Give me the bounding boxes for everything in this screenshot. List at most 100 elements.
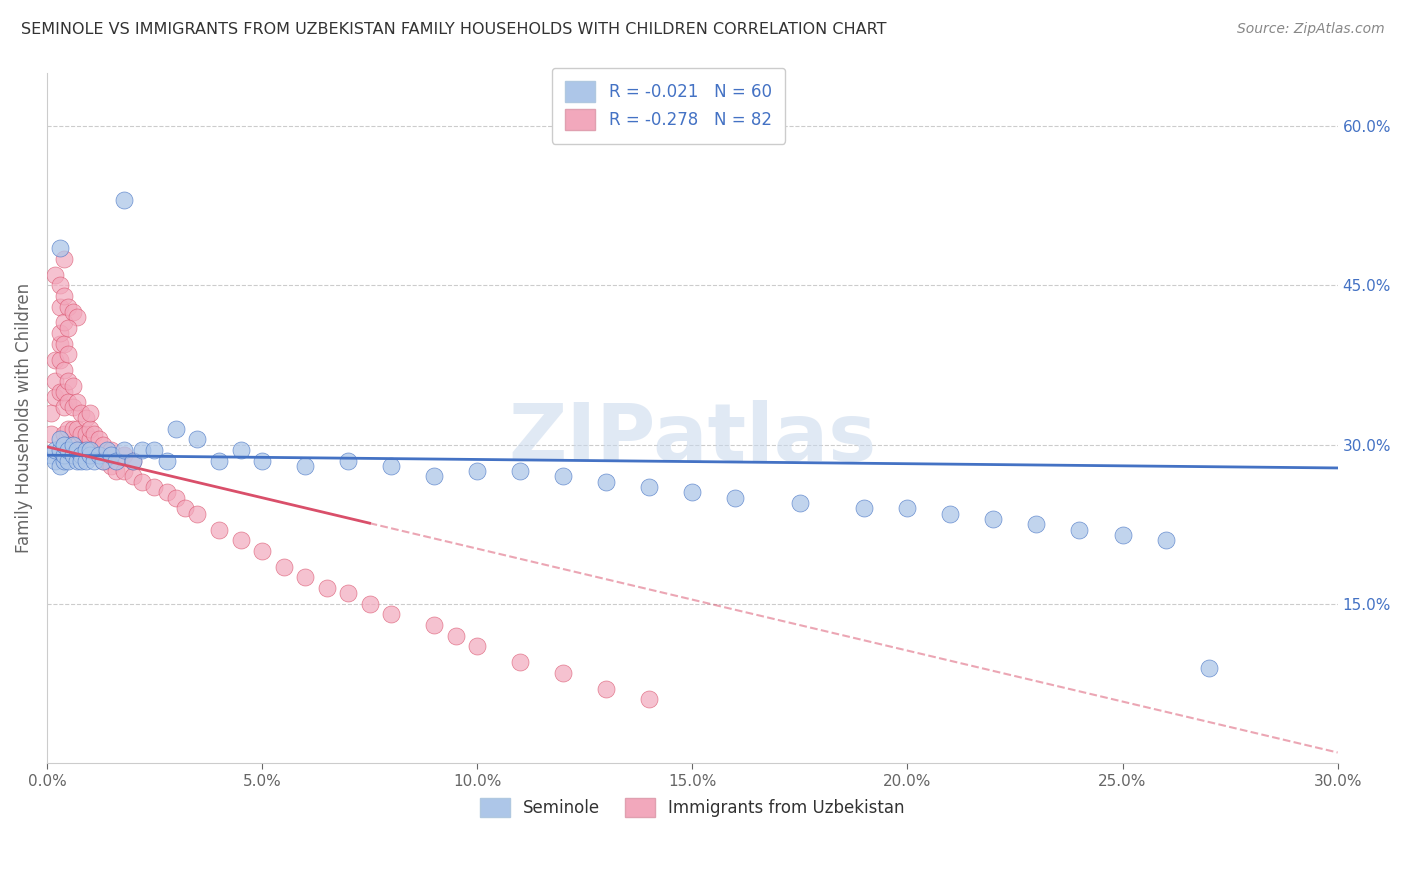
Point (91, 453, 114, 467)
Point (983, 512, 1005, 526)
Point (53, 252, 76, 266)
Point (62, 448, 84, 462)
Point (79, 406, 101, 420)
Point (62, 305, 84, 319)
Point (79, 432, 101, 446)
Point (96, 442, 118, 457)
Point (122, 469, 145, 483)
Point (156, 453, 179, 467)
Point (44, 352, 66, 367)
Point (70, 406, 93, 420)
Point (83, 427, 105, 442)
Point (87, 448, 110, 462)
Point (49, 442, 72, 457)
Point (87, 432, 110, 446)
Point (380, 607, 402, 622)
Point (75, 442, 97, 457)
Point (79, 448, 101, 462)
Point (208, 453, 231, 467)
Point (58, 442, 80, 457)
Point (131, 442, 153, 457)
Point (58, 347, 80, 361)
Point (66, 395, 89, 409)
Point (173, 501, 195, 516)
Point (49, 326, 72, 340)
Point (553, 469, 575, 483)
Point (79, 442, 101, 457)
Point (100, 448, 122, 462)
Point (70, 453, 93, 467)
Point (186, 507, 208, 521)
Point (315, 581, 337, 595)
Point (53, 401, 76, 415)
Point (39, 406, 62, 420)
Point (509, 464, 531, 478)
Point (49, 384, 72, 399)
Point (122, 453, 145, 467)
Point (208, 523, 231, 537)
Point (66, 310, 89, 325)
Point (62, 422, 84, 436)
Point (49, 336, 72, 351)
Point (186, 432, 208, 446)
Point (62, 442, 84, 457)
Point (1111, 528, 1133, 542)
Point (143, 442, 166, 457)
Point (896, 501, 918, 516)
Point (66, 453, 89, 467)
Point (91, 437, 114, 451)
Point (49, 241, 72, 255)
Point (53, 427, 76, 442)
Point (58, 453, 80, 467)
Point (165, 491, 187, 505)
Point (131, 475, 153, 489)
Point (1154, 533, 1177, 548)
Point (62, 401, 84, 415)
Point (58, 422, 80, 436)
Point (75, 411, 97, 425)
Point (465, 464, 488, 478)
Point (250, 543, 273, 558)
Point (112, 442, 135, 457)
Point (87, 448, 110, 462)
Point (58, 395, 80, 409)
Point (53, 289, 76, 303)
Point (62, 379, 84, 393)
Point (122, 453, 145, 467)
Point (44, 390, 66, 404)
Point (58, 374, 80, 388)
Point (337, 453, 360, 467)
Y-axis label: Family Households with Children: Family Households with Children (15, 283, 32, 553)
Point (53, 336, 76, 351)
Point (75, 442, 97, 457)
Point (465, 640, 488, 654)
Text: ZIPatlas: ZIPatlas (508, 400, 876, 478)
Point (423, 469, 446, 483)
Point (853, 501, 876, 516)
Point (359, 597, 381, 611)
Point (53, 363, 76, 377)
Point (250, 453, 273, 467)
Point (66, 442, 89, 457)
Point (553, 665, 575, 680)
Legend: Seminole, Immigrants from Uzbekistan: Seminole, Immigrants from Uzbekistan (472, 791, 911, 824)
Point (294, 570, 316, 584)
Point (638, 692, 661, 706)
Point (1069, 523, 1091, 537)
Point (724, 491, 747, 505)
Point (75, 453, 97, 467)
Point (66, 437, 89, 451)
Point (49, 352, 72, 367)
Text: SEMINOLE VS IMMIGRANTS FROM UZBEKISTAN FAMILY HOUSEHOLDS WITH CHILDREN CORRELATI: SEMINOLE VS IMMIGRANTS FROM UZBEKISTAN F… (21, 22, 887, 37)
Point (273, 559, 295, 574)
Point (44, 268, 66, 282)
Point (39, 427, 62, 442)
Point (380, 458, 402, 473)
Point (58, 320, 80, 334)
Point (62, 437, 84, 451)
Point (294, 458, 316, 473)
Point (104, 453, 127, 467)
Point (143, 480, 166, 494)
Point (49, 432, 72, 446)
Point (229, 442, 252, 457)
